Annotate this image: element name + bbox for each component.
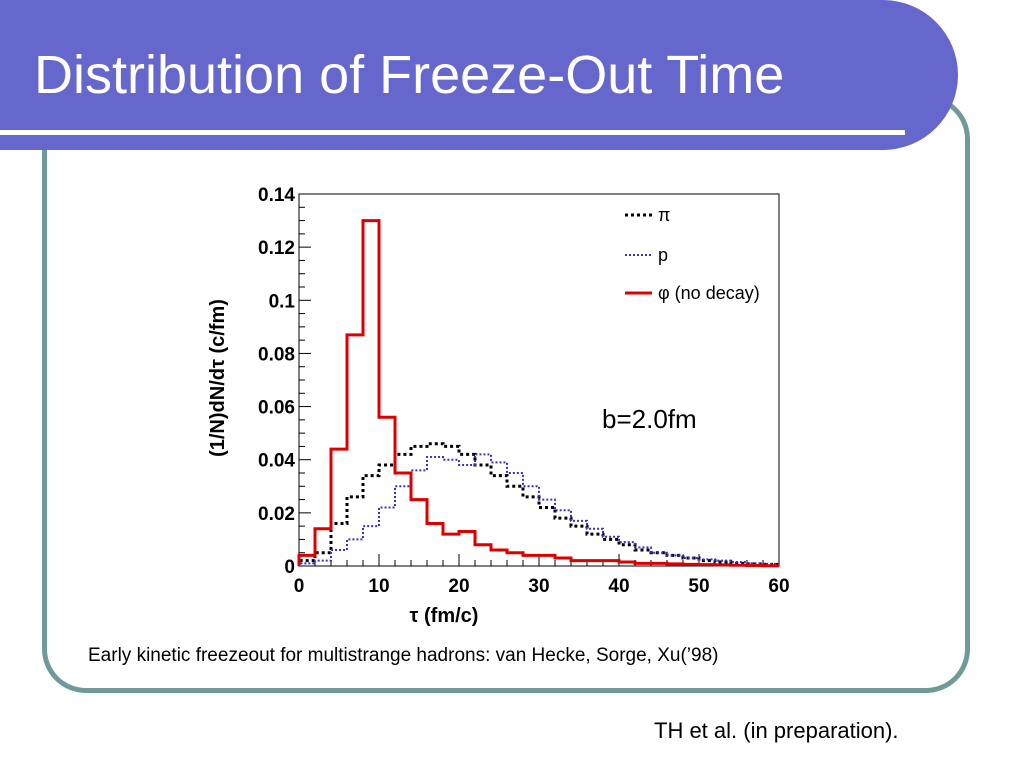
plot-frame [298,193,780,567]
y-tick-label: 0.12 [258,238,295,259]
y-tick-label: 0.08 [258,344,295,365]
title-underline [0,130,905,135]
y-tick-label: 0 [284,557,295,578]
x-tick-label: 40 [608,576,629,597]
impact-parameter-annotation: b=2.0fm [602,404,697,434]
figure-caption: Early kinetic freezeout for multistrange… [88,645,719,666]
credit-note: TH et al. (in preparation). [654,718,899,743]
x-tick-label: 50 [688,576,709,597]
series-line-pi [297,442,779,566]
title-band [0,0,958,150]
y-axis-title: (1/N)dN/dτ (c/fm) [207,299,229,457]
x-tick-label: 60 [768,576,789,597]
x-tick-label: 10 [368,576,389,597]
y-tick-label: 0.02 [258,504,295,525]
x-tick-label: 20 [448,576,469,597]
legend-label: π [658,205,670,225]
series-line-p [298,453,779,566]
y-tick-label: 0.1 [269,291,296,312]
legend-label: p [658,245,668,265]
y-tick-label: 0.14 [258,185,295,206]
y-tick-label: 0.04 [258,451,295,472]
y-tick-label: 0.06 [258,398,295,419]
x-tick-label: 0 [294,576,305,597]
x-axis-title: τ (fm/c) [410,605,479,627]
legend-label: φ (no decay) [658,283,760,303]
x-tick-label: 30 [528,576,549,597]
series-line-phi [297,219,779,568]
slide-title: Distribution of Freeze-Out Time [34,45,785,105]
